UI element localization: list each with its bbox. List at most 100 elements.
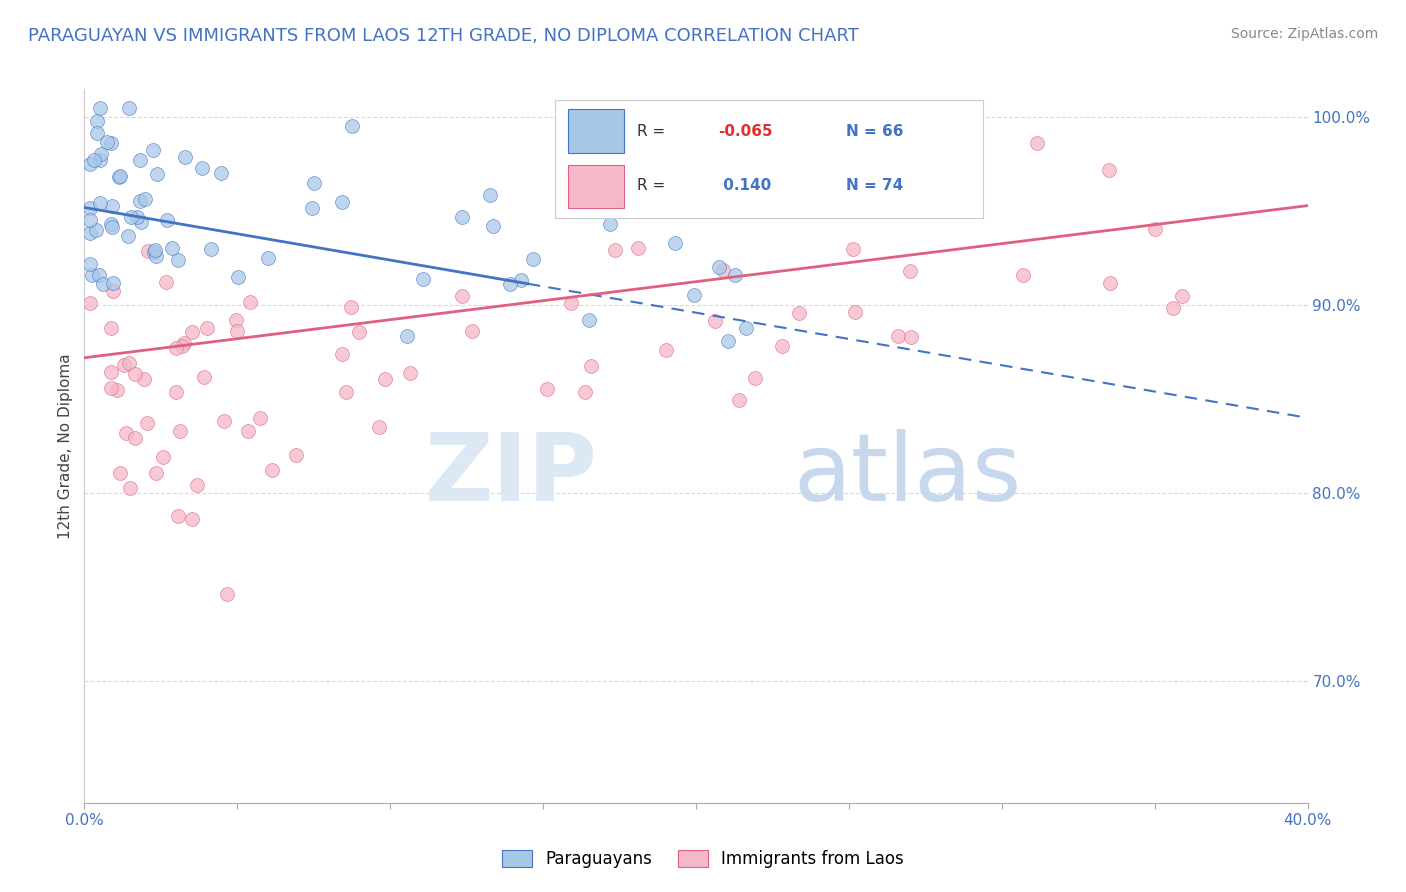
Point	[225, 313, 247, 327]
Point	[1099, 276, 1122, 290]
Text: PARAGUAYAN VS IMMIGRANTS FROM LAOS 12TH GRADE, NO DIPLOMA CORRELATION CHART: PARAGUAYAN VS IMMIGRANTS FROM LAOS 12TH …	[28, 27, 859, 45]
Point	[89, 153, 111, 167]
Point	[834, 183, 856, 197]
Point	[112, 358, 135, 372]
Point	[129, 153, 152, 167]
Point	[399, 366, 422, 380]
Point	[79, 201, 101, 215]
Point	[79, 296, 101, 310]
Point	[79, 213, 101, 227]
Point	[285, 448, 308, 462]
Point	[707, 260, 730, 274]
Point	[101, 284, 124, 298]
Point	[212, 414, 235, 428]
Point	[717, 334, 740, 349]
Point	[225, 324, 247, 338]
Point	[451, 210, 474, 224]
Point	[162, 241, 184, 255]
Point	[172, 338, 194, 352]
Point	[89, 101, 111, 115]
Point	[260, 463, 283, 477]
Y-axis label: 12th Grade, No Diploma: 12th Grade, No Diploma	[58, 353, 73, 539]
Point	[536, 382, 558, 396]
Point	[82, 268, 104, 282]
Point	[105, 384, 128, 398]
Point	[83, 153, 105, 168]
Point	[450, 289, 472, 303]
Point	[498, 277, 520, 291]
Point	[173, 336, 195, 351]
Point	[120, 210, 142, 224]
Point	[108, 467, 131, 481]
Point	[167, 252, 190, 267]
Point	[186, 478, 208, 492]
Point	[887, 329, 910, 343]
Point	[627, 241, 650, 255]
Point	[145, 167, 167, 181]
Point	[787, 306, 810, 320]
Point	[101, 276, 124, 290]
Point	[79, 157, 101, 171]
Point	[342, 119, 364, 133]
Point	[86, 126, 108, 140]
Point	[174, 150, 197, 164]
Point	[304, 176, 326, 190]
Point	[143, 243, 166, 257]
Point	[152, 450, 174, 464]
Point	[101, 219, 124, 234]
Point	[145, 249, 167, 263]
Point	[181, 512, 204, 526]
Point	[124, 368, 146, 382]
Point	[132, 372, 155, 386]
Point	[108, 169, 131, 184]
Point	[100, 365, 122, 379]
Text: atlas: atlas	[794, 428, 1022, 521]
Point	[368, 420, 391, 434]
Point	[844, 305, 866, 319]
Point	[195, 321, 218, 335]
Point	[249, 411, 271, 425]
Point	[138, 244, 160, 258]
Point	[1144, 222, 1167, 236]
Point	[482, 219, 505, 234]
Point	[226, 269, 249, 284]
Point	[79, 226, 101, 240]
Point	[134, 192, 156, 206]
Point	[165, 341, 187, 355]
Point	[209, 166, 232, 180]
Text: ZIP: ZIP	[425, 428, 598, 521]
Point	[1012, 268, 1035, 283]
Point	[1171, 288, 1194, 302]
Point	[110, 169, 132, 183]
Point	[124, 431, 146, 445]
Point	[842, 242, 865, 256]
Point	[169, 424, 191, 438]
Point	[145, 466, 167, 480]
Point	[100, 381, 122, 395]
Point	[257, 251, 280, 265]
Point	[100, 136, 122, 150]
Point	[704, 314, 727, 328]
Point	[347, 325, 370, 339]
Point	[79, 256, 101, 270]
Point	[136, 416, 159, 430]
Point	[239, 295, 262, 310]
Point	[115, 426, 138, 441]
Point	[374, 371, 396, 385]
Point	[335, 385, 357, 400]
Point	[301, 201, 323, 215]
Point	[900, 329, 922, 343]
Point	[215, 587, 238, 601]
Point	[155, 275, 177, 289]
Point	[711, 262, 734, 277]
Point	[1025, 136, 1047, 150]
Point	[167, 508, 190, 523]
Point	[724, 268, 747, 282]
Point	[142, 143, 165, 157]
Point	[478, 188, 501, 202]
Point	[332, 347, 354, 361]
Point	[143, 245, 166, 260]
Point	[728, 392, 751, 407]
Point	[581, 359, 603, 373]
Point	[340, 300, 363, 314]
